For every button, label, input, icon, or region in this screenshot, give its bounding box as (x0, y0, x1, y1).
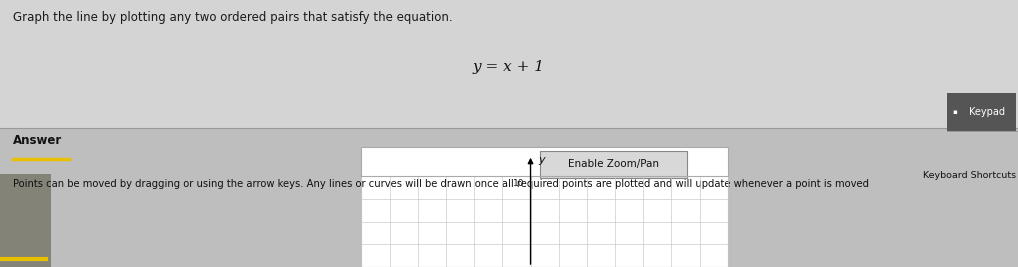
Text: Keypad: Keypad (969, 107, 1005, 117)
Text: Points can be moved by dragging or using the arrow keys. Any lines or curves wil: Points can be moved by dragging or using… (13, 179, 869, 189)
Text: Answer: Answer (13, 134, 62, 147)
FancyBboxPatch shape (0, 0, 1018, 128)
FancyBboxPatch shape (0, 174, 51, 267)
Text: y = x + 1: y = x + 1 (473, 60, 545, 74)
Text: Keyboard Shortcuts: Keyboard Shortcuts (923, 171, 1016, 180)
Text: Graph the line by plotting any two ordered pairs that satisfy the equation.: Graph the line by plotting any two order… (13, 11, 453, 24)
Text: ▪: ▪ (953, 109, 958, 115)
FancyBboxPatch shape (361, 147, 728, 267)
FancyBboxPatch shape (947, 93, 1016, 131)
FancyBboxPatch shape (540, 151, 687, 178)
Text: y: y (539, 155, 546, 165)
Text: Enable Zoom/Pan: Enable Zoom/Pan (568, 159, 659, 169)
FancyBboxPatch shape (0, 128, 1018, 267)
Text: 10: 10 (513, 179, 524, 188)
